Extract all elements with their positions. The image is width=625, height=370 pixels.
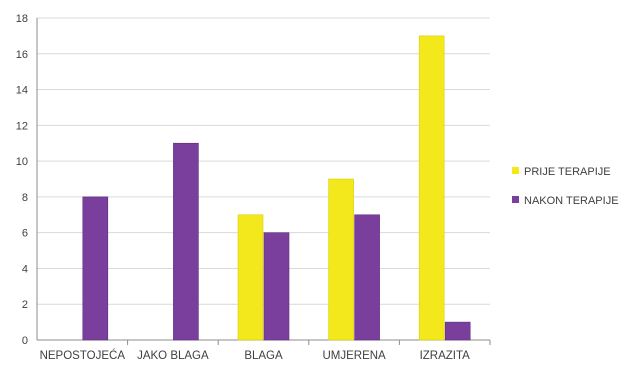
y-tick-label: 2 <box>22 299 28 311</box>
bar <box>263 232 290 341</box>
bar <box>173 142 199 341</box>
bars <box>82 35 471 341</box>
bar <box>444 321 471 341</box>
bar <box>82 196 109 341</box>
legend-label: NAKON TERAPIJE <box>524 195 619 207</box>
bar <box>328 178 354 341</box>
y-tick-label: 18 <box>16 13 28 25</box>
y-tick-label: 14 <box>16 85 28 97</box>
legend: PRIJE TERAPIJE NAKON TERAPIJE <box>512 166 619 207</box>
bar <box>354 214 380 341</box>
gridlines <box>37 17 490 305</box>
bar <box>237 214 264 341</box>
legend-swatch <box>512 196 519 203</box>
y-tick-label: 0 <box>22 335 28 347</box>
y-tick-label: 12 <box>16 120 28 132</box>
legend-label: PRIJE TERAPIJE <box>524 166 611 178</box>
y-axis-ticks: 0 2 4 6 8 10 12 14 16 18 <box>16 13 28 347</box>
y-tick-label: 6 <box>22 228 28 240</box>
x-tick-label: JAKO BLAGA <box>137 350 209 362</box>
y-tick-label: 8 <box>22 192 28 204</box>
axes <box>36 18 491 345</box>
x-tick-label: NEPOSTOJEĆA <box>40 349 126 362</box>
y-tick-label: 10 <box>16 156 28 168</box>
x-tick-label: IZRAZITA <box>420 350 471 362</box>
x-tick-label: BLAGA <box>244 350 283 362</box>
x-tick-label: UMJERENA <box>322 350 386 362</box>
bar <box>418 35 445 341</box>
y-tick-label: 4 <box>22 263 28 275</box>
legend-swatch <box>512 167 519 174</box>
x-axis-ticks: NEPOSTOJEĆA JAKO BLAGA BLAGA UMJERENA IZRAZI… <box>40 349 471 362</box>
y-tick-label: 16 <box>16 49 28 61</box>
